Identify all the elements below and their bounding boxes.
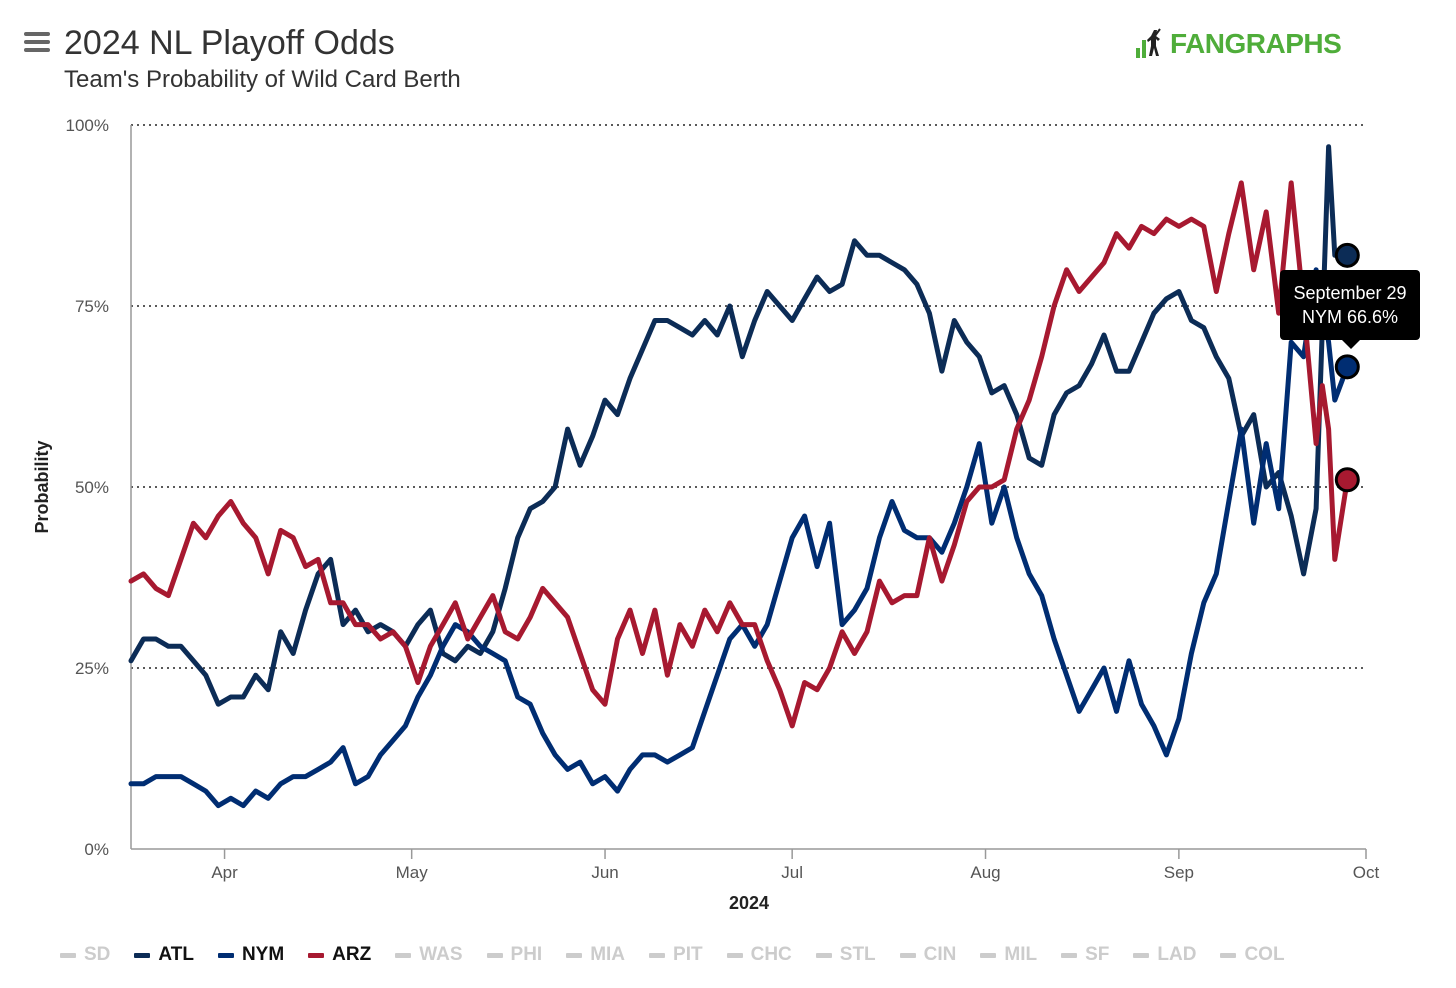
legend-swatch [649, 952, 666, 958]
y-axis-label: Probability [32, 440, 52, 533]
series-lines [128, 144, 1350, 809]
legend-item-mia[interactable]: MIA [566, 944, 625, 966]
legend-label: NYM [241, 944, 285, 965]
y-tick-label: 25% [75, 659, 109, 678]
series-line-arz[interactable] [128, 180, 1350, 729]
y-axis: 0% 25% 50% 75% 100% [66, 116, 132, 859]
legend-item-phi[interactable]: PHI [486, 944, 543, 966]
legend-item-nym[interactable]: NYM [217, 944, 285, 966]
legend-swatch [217, 952, 234, 958]
legend-swatch [1061, 952, 1078, 958]
tooltip-value: NYM 66.6% [1301, 307, 1399, 327]
legend-swatch [899, 952, 916, 958]
data-tooltip: September 29 NYM 66.6% [1280, 270, 1420, 349]
legend-label: SD [84, 944, 111, 965]
legend-item-arz[interactable]: ARZ [308, 944, 371, 966]
legend-label: PHI [510, 944, 543, 965]
legend-item-lad[interactable]: LAD [1133, 944, 1196, 966]
y-tick-label: 50% [75, 478, 109, 497]
legend-item-atl[interactable]: ATL [134, 944, 194, 966]
legend-label: CHC [750, 944, 792, 965]
fangraphs-logo[interactable]: FANGRAPHS [1134, 26, 1342, 62]
chart-legend: SD ATL NYM ARZ WAS PHI MIA PIT CHC STL CIN MIL SF LAD… [60, 944, 1440, 966]
end-markers [1334, 242, 1360, 493]
legend-item-stl[interactable]: STL [815, 944, 876, 966]
legend-label: MIA [590, 944, 626, 965]
y-tick-label: 75% [75, 297, 109, 316]
chart-subtitle: Team's Probability of Wild Card Berth [64, 66, 461, 93]
legend-label: LAD [1157, 944, 1197, 965]
x-tick-label: Jun [591, 863, 618, 882]
legend-item-was[interactable]: WAS [395, 944, 463, 966]
legend-swatch [308, 952, 325, 958]
x-tick-label: Jul [781, 863, 803, 882]
legend-label: CIN [923, 944, 957, 965]
legend-label: COL [1244, 944, 1285, 965]
legend-swatch [134, 952, 151, 958]
legend-swatch [60, 952, 76, 958]
grid-lines [131, 124, 1366, 669]
y-tick-label: 0% [84, 840, 109, 859]
legend-label: WAS [419, 944, 463, 965]
end-point-atl[interactable] [1334, 242, 1360, 268]
batter-logo-icon [1136, 28, 1161, 58]
legend-item-mil[interactable]: MIL [980, 944, 1037, 966]
legend-swatch [1220, 952, 1237, 958]
series-line-atl[interactable] [128, 144, 1350, 707]
end-point-arz[interactable] [1334, 467, 1360, 493]
x-tick-label: Sep [1164, 863, 1194, 882]
x-tick-label: Aug [970, 863, 1000, 882]
legend-item-sf[interactable]: SF [1061, 944, 1109, 966]
legend-label: ARZ [332, 944, 372, 965]
y-tick-label: 100% [66, 116, 109, 135]
tooltip-date: September 29 [1293, 283, 1407, 303]
x-axis-label: 2024 [729, 893, 769, 913]
legend-item-cin[interactable]: CIN [899, 944, 957, 966]
legend-label: ATL [158, 944, 194, 965]
legend-swatch [980, 952, 997, 958]
legend-swatch [726, 952, 743, 958]
legend-swatch [1133, 952, 1150, 958]
legend-swatch [486, 952, 503, 958]
legend-label: MIL [1004, 944, 1038, 965]
chart-title: 2024 NL Playoff Odds [64, 24, 395, 62]
logo-text: FANGRAPHS [1170, 28, 1342, 59]
legend-item-sd[interactable]: SD [60, 944, 110, 966]
legend-swatch [395, 952, 412, 958]
x-tick-label: May [396, 863, 429, 882]
legend-swatch [566, 952, 583, 958]
legend-label: SF [1085, 944, 1110, 965]
legend-label: STL [839, 944, 876, 965]
x-tick-label: Apr [211, 863, 238, 882]
end-point-nym[interactable] [1334, 354, 1360, 380]
legend-item-col[interactable]: COL [1220, 944, 1285, 966]
legend-swatch [815, 952, 832, 958]
chart-menu-icon[interactable] [24, 32, 50, 54]
legend-label: PIT [673, 944, 703, 965]
x-tick-label: Oct [1353, 863, 1380, 882]
x-axis: Apr May Jun Jul Aug Sep Oct [131, 848, 1380, 882]
legend-item-pit[interactable]: PIT [649, 944, 703, 966]
legend-item-chc[interactable]: CHC [726, 944, 792, 966]
